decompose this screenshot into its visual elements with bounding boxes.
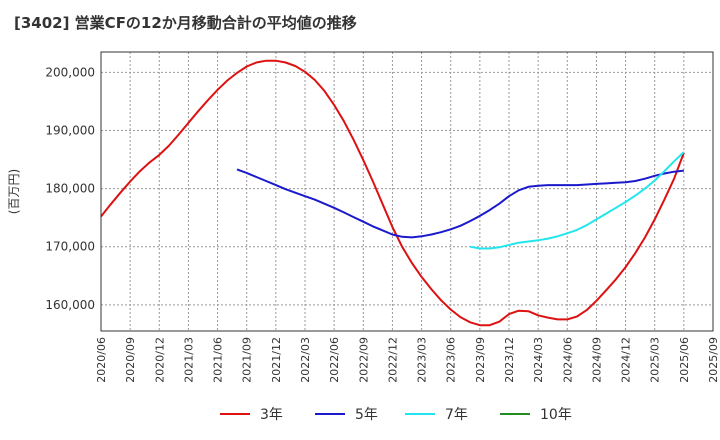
x-tick-label: 2020/09 <box>124 337 137 383</box>
x-tick-label: 2022/06 <box>328 337 341 383</box>
y-tick-label: 190,000 <box>45 123 95 137</box>
series-lines <box>100 59 685 327</box>
x-tick-label: 2022/03 <box>299 337 312 383</box>
x-tick-label: 2020/12 <box>153 337 166 383</box>
x-tick-label: 2021/12 <box>270 337 283 383</box>
y-tick-label: 180,000 <box>45 182 95 196</box>
legend-label-7年: 7年 <box>445 407 468 423</box>
x-tick-label: 2021/06 <box>212 337 225 383</box>
x-tick-label: 2020/06 <box>95 337 108 383</box>
x-tick-label: 2023/09 <box>474 337 487 383</box>
chart-title: [3402] 営業CFの12か月移動合計の平均値の推移 <box>14 14 357 32</box>
y-tick-label: 160,000 <box>45 298 95 312</box>
x-tick-label: 2025/06 <box>678 337 691 383</box>
plot-frame <box>100 51 714 332</box>
x-tick-label: 2022/09 <box>357 337 370 383</box>
legend-label-3年: 3年 <box>260 407 283 423</box>
y-tick-label: 170,000 <box>45 240 95 254</box>
x-tick-label: 2021/09 <box>241 337 254 383</box>
x-tick-label: 2023/12 <box>503 337 516 383</box>
y-axis-ticks: 160,000 170,000 180,000 190,000 200,000 <box>45 65 95 312</box>
y-axis-label: (百万円) <box>7 169 21 214</box>
x-tick-label: 2023/06 <box>445 337 458 383</box>
x-tick-label: 2025/09 <box>707 337 720 383</box>
x-tick-label: 2022/12 <box>386 337 399 383</box>
x-tick-label: 2021/03 <box>182 337 195 383</box>
legend-label-5年: 5年 <box>355 407 378 423</box>
x-tick-label: 2024/12 <box>620 337 633 383</box>
legend: 3年 5年 7年 10年 <box>220 407 572 423</box>
series-line-5年 <box>236 168 685 239</box>
series-line-7年 <box>469 151 685 250</box>
x-axis-ticks: 2020/06 2020/09 2020/12 2021/03 2021/06 2021/… <box>95 337 720 383</box>
x-tick-label: 2023/03 <box>416 337 429 383</box>
x-tick-label: 2025/03 <box>649 337 662 383</box>
grid-lines <box>101 52 713 331</box>
y-tick-label: 200,000 <box>45 65 95 79</box>
legend-label-10年: 10年 <box>540 407 572 423</box>
x-tick-label: 2024/06 <box>561 337 574 383</box>
series-line-3年 <box>100 59 685 327</box>
x-tick-label: 2024/09 <box>590 337 603 383</box>
x-tick-label: 2024/03 <box>532 337 545 383</box>
plot-area <box>101 52 713 331</box>
